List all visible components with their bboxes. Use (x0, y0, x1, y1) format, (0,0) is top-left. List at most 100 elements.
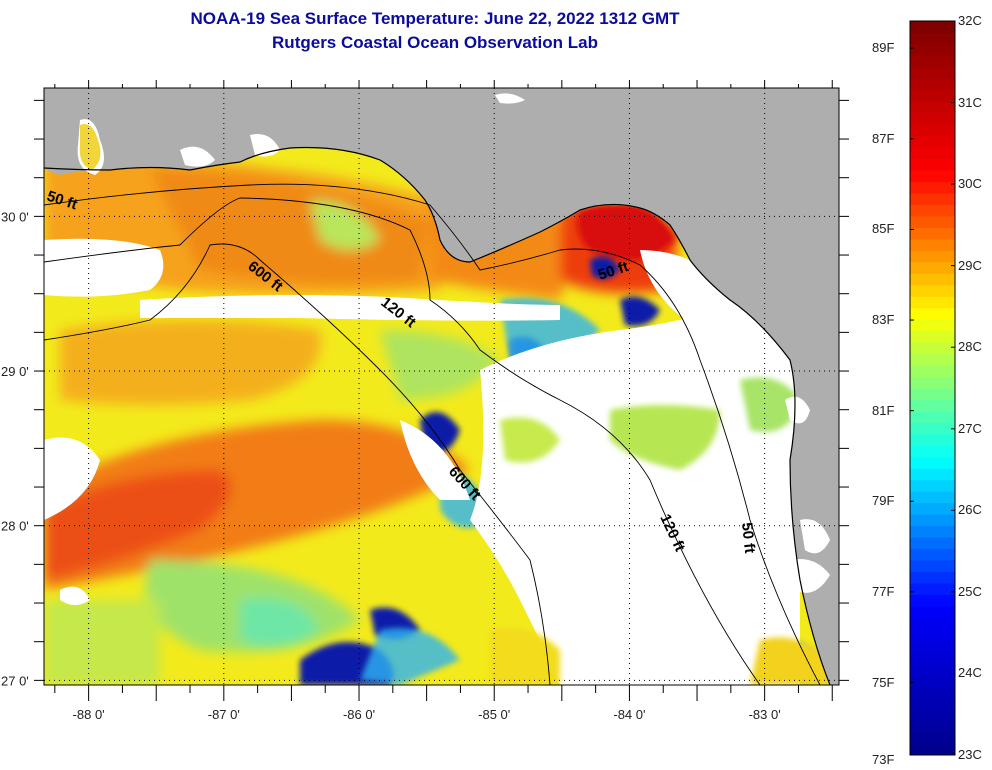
colorbar-band (910, 514, 955, 527)
colorbar-f-label: 89F (872, 40, 895, 56)
land-mass (44, 88, 839, 685)
colorbar-band (910, 617, 955, 630)
colorbar-band (910, 55, 955, 68)
colorbar-band (910, 238, 955, 251)
colorbar-c-label: 25C (958, 583, 982, 599)
colorbar-band (910, 147, 955, 160)
colorbar-band (910, 124, 955, 137)
colorbar-band (910, 410, 955, 423)
colorbar-band (910, 399, 955, 412)
colorbar-band (910, 640, 955, 653)
colorbar-f-label: 73F (872, 752, 895, 767)
colorbar-band (910, 422, 955, 435)
colorbar-band (910, 491, 955, 504)
y-tick-label: 27 0' (1, 673, 29, 688)
colorbar-band (910, 709, 955, 722)
colorbar-band (910, 170, 955, 183)
contour-600ft (44, 243, 551, 685)
colorbar-band (910, 456, 955, 469)
colorbar-band (910, 78, 955, 91)
colorbar-band (910, 342, 955, 355)
colorbar-band (910, 686, 955, 699)
colorbar-band (910, 605, 955, 618)
colorbar-band (910, 594, 955, 607)
colorbar-band (910, 571, 955, 584)
colorbar-band (910, 32, 955, 45)
colorbar-band (910, 674, 955, 687)
colorbar-band (910, 433, 955, 446)
colorbar-band (910, 560, 955, 572)
colorbar-band (910, 135, 955, 148)
colorbar-band (910, 388, 955, 400)
colorbar-band (910, 307, 955, 320)
contour-120ft (44, 197, 761, 685)
warm-patch (577, 203, 675, 261)
colorbar-band (910, 112, 955, 125)
contour-label: 50 ft (738, 522, 758, 554)
colorbar-band (910, 548, 955, 561)
colorbar-c-label: 27C (958, 420, 982, 436)
y-tick-label: 28 0' (1, 519, 29, 534)
colorbar-f-label: 77F (872, 583, 895, 599)
colorbar-band (910, 365, 955, 378)
y-axis-labels: 30 0' 29 0' 28 0' 27 0' (1, 209, 29, 688)
coastline (44, 146, 831, 685)
colorbar-band (910, 319, 955, 332)
y-tick-label: 29 0' (1, 364, 29, 379)
colorbar-band (910, 445, 955, 458)
colorbar-f-label: 87F (872, 130, 895, 146)
colorbar-f-label: 83F (872, 312, 895, 328)
colorbar-c-label: 24C (958, 665, 982, 681)
plot-frame (43, 87, 840, 686)
colorbar-c-label: 28C (958, 339, 982, 355)
colorbar-band (910, 525, 955, 538)
axis-ticks (34, 80, 849, 701)
colorbar-band (910, 158, 955, 171)
colorbar-f-label: 85F (872, 221, 895, 237)
colorbar-band (910, 651, 955, 664)
colorbar-f-label: 81F (872, 402, 895, 418)
colorbar-band (910, 193, 955, 205)
sst-patches-east (490, 377, 830, 685)
colorbar-band (910, 261, 955, 274)
colorbar-band (910, 204, 955, 217)
colorbar-band (910, 697, 955, 710)
colorbar-band (910, 582, 955, 595)
colorbar-band (910, 215, 955, 228)
colorbar-band (910, 284, 955, 297)
colorbar-band (910, 732, 955, 745)
x-tick-label: -83 0' (749, 707, 781, 722)
contour-50ft (44, 183, 821, 685)
colorbar-band (910, 720, 955, 733)
colorbar-band (910, 66, 955, 79)
colorbar-band (910, 537, 955, 550)
colorbar-band (910, 502, 955, 515)
colorbar-c-label: 31C (958, 94, 982, 110)
colorbar-band (910, 101, 955, 114)
colorbar-band (910, 353, 955, 366)
colorbar-band (910, 628, 955, 641)
colorbar-band (910, 89, 955, 102)
colorbar-band (910, 330, 955, 343)
colorbar-band (910, 663, 955, 676)
colorbar-c-label: 30C (958, 176, 982, 192)
colorbar-band (910, 479, 955, 492)
colorbar-c-label: 26C (958, 502, 982, 518)
colorbar-band (910, 181, 955, 194)
colorbar-band (910, 296, 955, 309)
x-tick-label: -86 0' (343, 707, 375, 722)
colorbar-band (910, 250, 955, 263)
colorbar-band (910, 743, 955, 756)
colorbar-frame (909, 20, 956, 756)
colorbar-f-label: 79F (872, 493, 895, 509)
colorbar-band (910, 227, 955, 240)
colorbar-c-label: 23C (958, 747, 982, 762)
colorbar-band (910, 43, 955, 56)
chart-subtitle: Rutgers Coastal Ocean Observation Lab (272, 33, 598, 52)
colorbar-band (910, 21, 955, 33)
colorbar (909, 20, 956, 756)
colorbar-band (910, 273, 955, 286)
colorbar-c-label: 32C (958, 13, 982, 28)
colorbar-band (910, 376, 955, 389)
chart-title: NOAA-19 Sea Surface Temperature: June 22… (190, 9, 680, 28)
